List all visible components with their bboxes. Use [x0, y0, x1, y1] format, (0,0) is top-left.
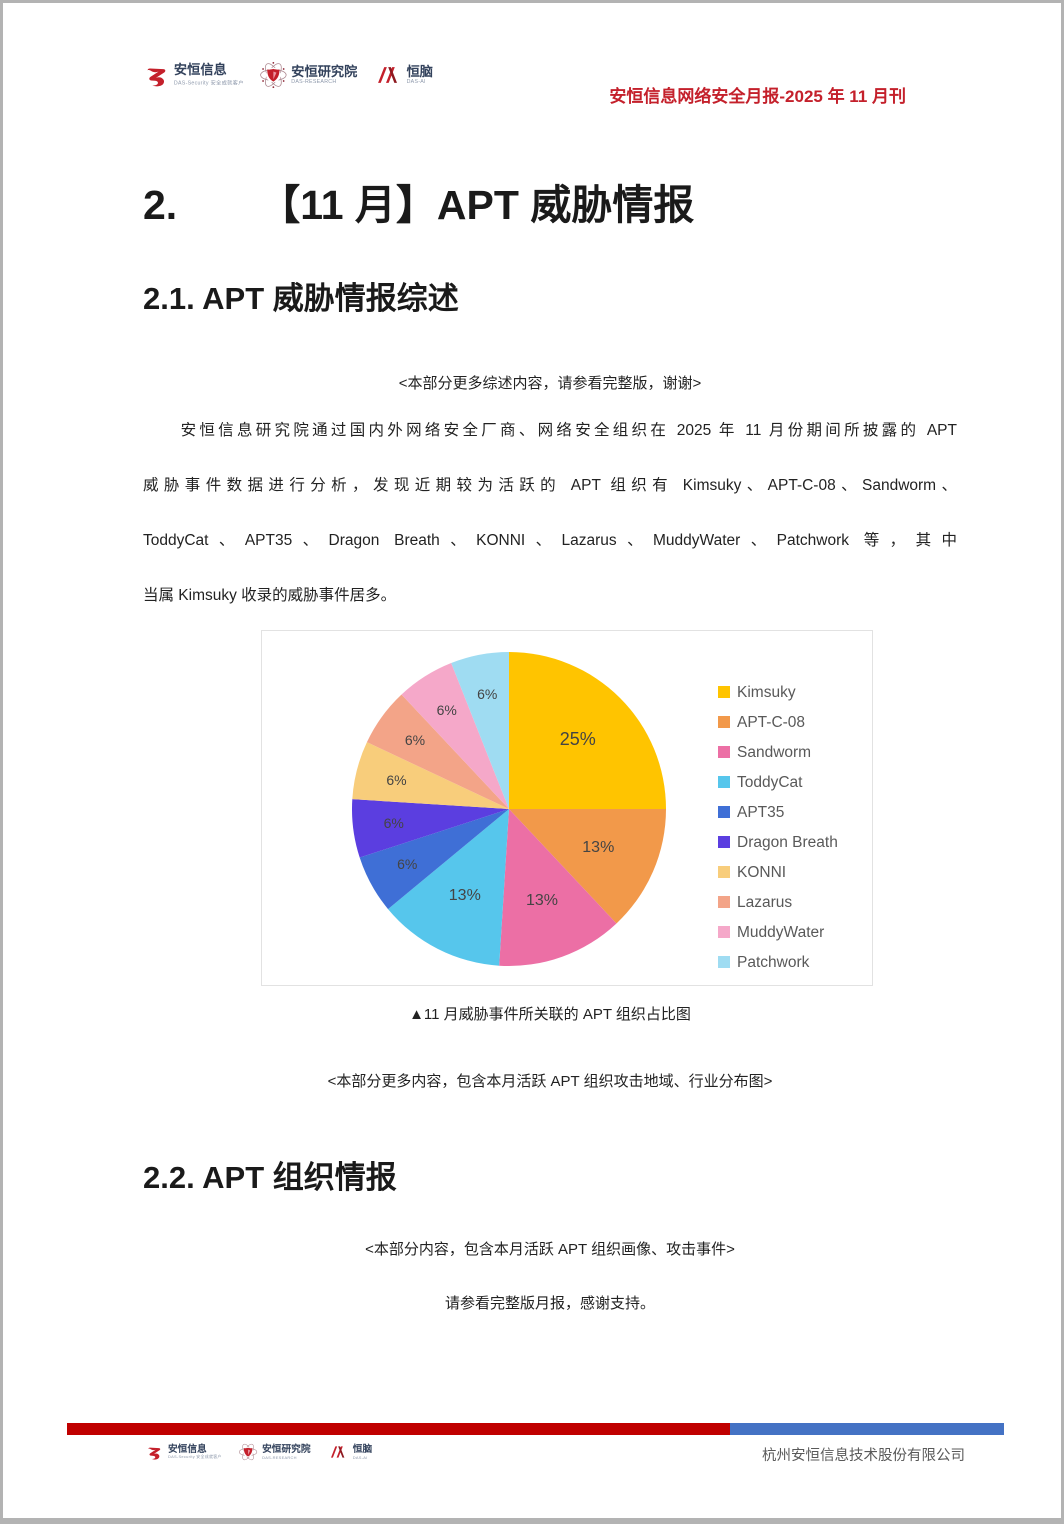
svg-text:KONNI: KONNI: [737, 864, 786, 881]
svg-text:Kimsuky: Kimsuky: [737, 684, 796, 701]
svg-text:13%: 13%: [526, 892, 558, 909]
svg-text:13%: 13%: [582, 839, 614, 856]
svg-text:ToddyCat: ToddyCat: [737, 774, 803, 791]
svg-text:6%: 6%: [386, 772, 406, 788]
svg-text:6%: 6%: [397, 856, 417, 872]
svg-text:6%: 6%: [384, 815, 404, 831]
svg-text:6%: 6%: [437, 702, 457, 718]
svg-text:APT-C-08: APT-C-08: [737, 714, 805, 731]
svg-text:6%: 6%: [477, 686, 497, 702]
svg-text:APT35: APT35: [737, 804, 784, 821]
svg-text:Lazarus: Lazarus: [737, 894, 792, 911]
svg-text:6%: 6%: [405, 732, 425, 748]
svg-text:25%: 25%: [560, 729, 596, 749]
svg-text:Sandworm: Sandworm: [737, 744, 811, 761]
svg-text:Dragon Breath: Dragon Breath: [737, 834, 838, 851]
svg-text:Patchwork: Patchwork: [737, 954, 810, 971]
svg-text:MuddyWater: MuddyWater: [737, 924, 824, 941]
svg-text:13%: 13%: [449, 887, 481, 904]
